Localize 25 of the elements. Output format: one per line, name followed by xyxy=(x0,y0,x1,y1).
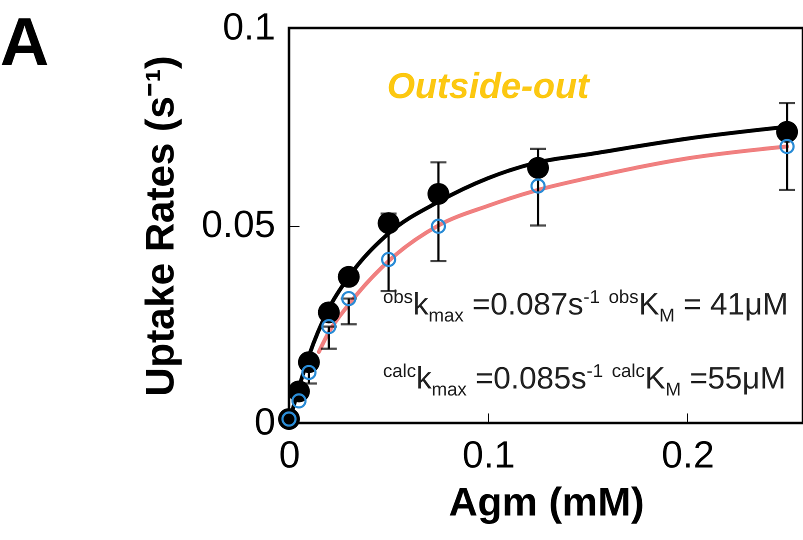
y-tick-label: 0.05 xyxy=(202,204,276,246)
point xyxy=(378,212,400,234)
point xyxy=(291,393,307,408)
annotation: Outside-out xyxy=(387,65,589,106)
y-tick-label: 0 xyxy=(254,402,276,444)
point xyxy=(341,290,356,306)
text: $^{obs}$k$_{max}$ =0.087s$^{-1}$ $^{obs}$K$_{M}$ = 41μM xyxy=(383,286,788,326)
y-tick-label: 0.1 xyxy=(222,6,276,48)
x-axis-title: Agm (mM) xyxy=(448,480,644,524)
point xyxy=(301,364,317,380)
y-axis-title: Uptake Rates (s⁻¹) xyxy=(138,56,183,396)
point xyxy=(321,319,336,334)
point xyxy=(527,156,549,179)
point xyxy=(776,120,798,143)
point xyxy=(318,301,340,324)
text: $^{calc}$k$_{max}$ =0.085s$^{-1}$ $^{calc}$K$_{M}$ =55μM xyxy=(383,360,786,400)
text: A xyxy=(0,4,50,80)
x-tick-label: 0.1 xyxy=(462,434,516,476)
point xyxy=(779,138,795,154)
point xyxy=(427,182,450,205)
point xyxy=(430,218,446,234)
point xyxy=(338,266,360,288)
point xyxy=(530,178,546,194)
x-tick-label: 0.2 xyxy=(662,434,714,476)
point xyxy=(380,252,396,268)
